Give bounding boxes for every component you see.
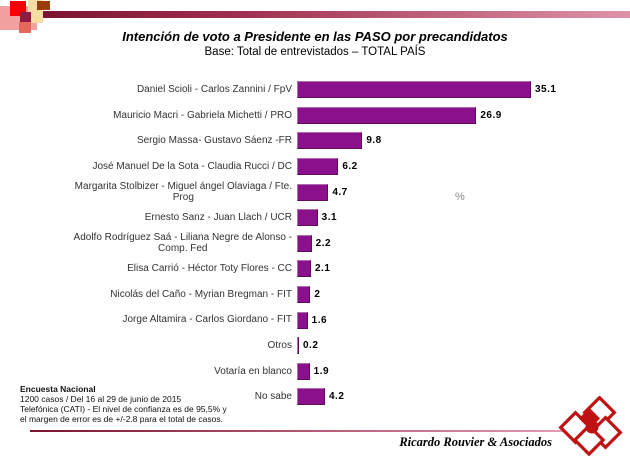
footnote-line: Encuesta Nacional [20,384,96,394]
decor-square-maroon [20,12,31,22]
bar-cell: 35.1 [297,81,557,99]
axis-unit-label: % [455,191,465,203]
value-label: 4.2 [329,391,345,403]
chart-row: Ernesto Sanz - Juan Llach / UCR 3.1 [20,205,580,231]
value-label: 0.2 [303,340,319,352]
category-label-cell: Daniel Scioli - Carlos Zannini / FpV [20,84,292,96]
category-label: Nicolás del Caño - Myrian Bregman - FIT [110,288,292,300]
category-label: José Manuel De la Sota - Claudia Rucci /… [92,160,292,172]
category-label-cell: Sergio Massa- Gustavo Sáenz -FR [20,135,292,147]
bar-cell: 4.7 [297,183,348,201]
category-label: No sabe [254,391,292,403]
category-label: Margarita Stolbizer - Miguel ángel Olavi… [74,180,292,204]
value-label: 2 [314,289,321,301]
value-label: 6.2 [342,161,358,173]
value-label: 35.1 [535,84,557,96]
rouvier-diamonds-logo-icon [558,396,623,456]
bar [297,362,310,380]
chart-row: Margarita Stolbizer - Miguel ángel Olavi… [20,179,580,205]
category-label-cell: Elisa Carrió - Héctor Toty Flores - CC [20,263,292,275]
decor-square-coral [19,22,31,33]
footnote-line: Telefónica (CATI) - El nivel de confianz… [20,404,227,414]
category-label-cell: Votaría en blanco [20,366,292,378]
category-label: Jorge Altamira - Carlos Giordano - FIT [122,314,293,326]
chart-row: Adolfo Rodríguez Saá - Liliana Negre de … [20,231,580,257]
bar-cell: 2 [297,286,321,304]
category-label-cell: Otros [20,340,292,352]
category-label: Votaría en blanco [214,365,292,377]
bar [297,234,312,252]
chart-row: Otros 0.2 [20,333,580,359]
chart-row: Nicolás del Caño - Myrian Bregman - FIT 2 [20,282,580,308]
bar-chart: Daniel Scioli - Carlos Zannini / FpV 35.1… [20,77,580,410]
value-label: 26.9 [480,109,502,121]
value-label: 9.8 [366,135,382,147]
category-label: Daniel Scioli - Carlos Zannini / FpV [136,84,292,96]
category-label: Mauricio Macri - Gabriela Michetti / PRO [113,109,292,121]
bar-cell: 1.9 [297,362,330,380]
category-label-cell: Mauricio Macri - Gabriela Michetti / PRO [20,110,292,122]
chart-row: Votaría en blanco 1.9 [20,359,580,385]
bar [297,388,325,406]
category-label-cell: Nicolás del Caño - Myrian Bregman - FIT [20,289,292,301]
bar-cell: 9.8 [297,132,382,150]
bar [297,132,363,150]
category-label-cell: Margarita Stolbizer - Miguel ángel Olavi… [20,181,292,204]
category-label-cell: José Manuel De la Sota - Claudia Rucci /… [20,161,292,173]
value-label: 2.2 [315,237,332,249]
chart-row: No sabe 4.2 [20,384,580,410]
category-label-cell: Jorge Altamira - Carlos Giordano - FIT [20,314,293,326]
bar-cell: 4.2 [297,388,345,406]
footer-divider [30,430,583,432]
bar-cell: 0.2 [297,337,319,355]
footnote-line: 1200 casos / Del 16 al 29 de junio de 20… [20,394,182,404]
bar-cell: 1.6 [297,311,328,329]
bar [297,183,329,201]
bar-cell: 26.9 [297,106,502,124]
category-label-cell: Adolfo Rodríguez Saá - Liliana Negre de … [20,232,292,255]
category-label-cell: Ernesto Sanz - Juan Llach / UCR [20,212,292,224]
decor-square-brown [37,1,50,10]
chart-row: Daniel Scioli - Carlos Zannini / FpV 35.1 [20,77,580,103]
bar [297,311,308,329]
bar [297,158,339,176]
chart-title: Intención de voto a Presidente en las PA… [122,29,508,44]
value-label: 2.1 [315,263,331,275]
footnote-line: el margen de error es de +/-2.8 para el … [20,414,223,424]
bar-cell: 6.2 [297,158,358,176]
value-label: 3.1 [321,212,338,224]
category-label-cell: No sabe [20,391,292,403]
survey-footnote: Encuesta Nacional 1200 casos / Del 16 al… [20,384,270,424]
bar-cell: 2.2 [297,234,332,252]
bar [297,286,311,304]
brand-name: Ricardo Rouvier & Asociados [399,435,552,449]
bar [297,209,318,227]
bar [297,106,477,124]
chart-row: Sergio Massa- Gustavo Sáenz -FR 9.8 [20,128,580,154]
category-label: Adolfo Rodríguez Saá - Liliana Negre de … [73,231,292,255]
bar [297,260,311,278]
category-label: Sergio Massa- Gustavo Sáenz -FR [136,135,292,147]
value-label: 1.6 [311,314,328,326]
chart-subtitle: Base: Total de entrevistados – TOTAL PAÍ… [204,46,426,58]
header-accent-bar [30,11,630,18]
chart-row: José Manuel De la Sota - Claudia Rucci /… [20,154,580,180]
bar-cell: 3.1 [297,209,338,227]
bar-cell: 2.1 [297,260,331,278]
bar [297,337,299,355]
chart-row: Elisa Carrió - Héctor Toty Flores - CC 2.… [20,256,580,282]
chart-row: Jorge Altamira - Carlos Giordano - FIT 1.… [20,307,580,333]
value-label: 4.7 [332,186,348,198]
category-label: Ernesto Sanz - Juan Llach / UCR [144,212,292,224]
bar [297,81,531,99]
category-label: Elisa Carrió - Héctor Toty Flores - CC [127,263,292,275]
chart-row: Mauricio Macri - Gabriela Michetti / PRO… [20,103,580,129]
value-label: 1.9 [313,365,330,377]
category-label: Otros [267,339,292,351]
